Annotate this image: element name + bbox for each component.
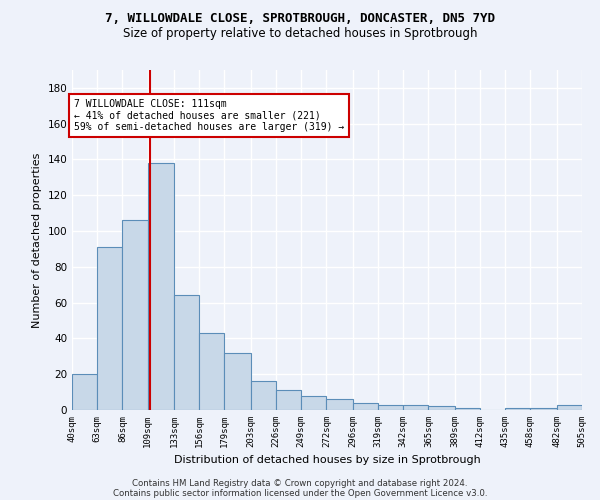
Text: Contains HM Land Registry data © Crown copyright and database right 2024.: Contains HM Land Registry data © Crown c… bbox=[132, 478, 468, 488]
X-axis label: Distribution of detached houses by size in Sprotbrough: Distribution of detached houses by size … bbox=[173, 456, 481, 466]
Bar bbox=[97, 247, 122, 410]
Bar bbox=[326, 400, 353, 410]
Bar bbox=[224, 352, 251, 410]
Bar bbox=[455, 408, 480, 410]
Text: Contains public sector information licensed under the Open Government Licence v3: Contains public sector information licen… bbox=[113, 488, 487, 498]
Text: Size of property relative to detached houses in Sprotbrough: Size of property relative to detached ho… bbox=[123, 28, 477, 40]
Bar bbox=[122, 220, 148, 410]
Bar bbox=[353, 403, 378, 410]
Bar bbox=[174, 296, 199, 410]
Bar bbox=[428, 406, 455, 410]
Bar bbox=[301, 396, 326, 410]
Bar bbox=[378, 404, 403, 410]
Bar bbox=[530, 408, 557, 410]
Bar bbox=[148, 163, 174, 410]
Y-axis label: Number of detached properties: Number of detached properties bbox=[32, 152, 42, 328]
Text: 7, WILLOWDALE CLOSE, SPROTBROUGH, DONCASTER, DN5 7YD: 7, WILLOWDALE CLOSE, SPROTBROUGH, DONCAS… bbox=[105, 12, 495, 26]
Bar bbox=[199, 333, 224, 410]
Bar bbox=[251, 382, 276, 410]
Bar bbox=[72, 374, 97, 410]
Text: 7 WILLOWDALE CLOSE: 111sqm
← 41% of detached houses are smaller (221)
59% of sem: 7 WILLOWDALE CLOSE: 111sqm ← 41% of deta… bbox=[74, 98, 344, 132]
Bar bbox=[505, 408, 530, 410]
Bar bbox=[276, 390, 301, 410]
Bar bbox=[557, 404, 582, 410]
Bar bbox=[403, 404, 428, 410]
